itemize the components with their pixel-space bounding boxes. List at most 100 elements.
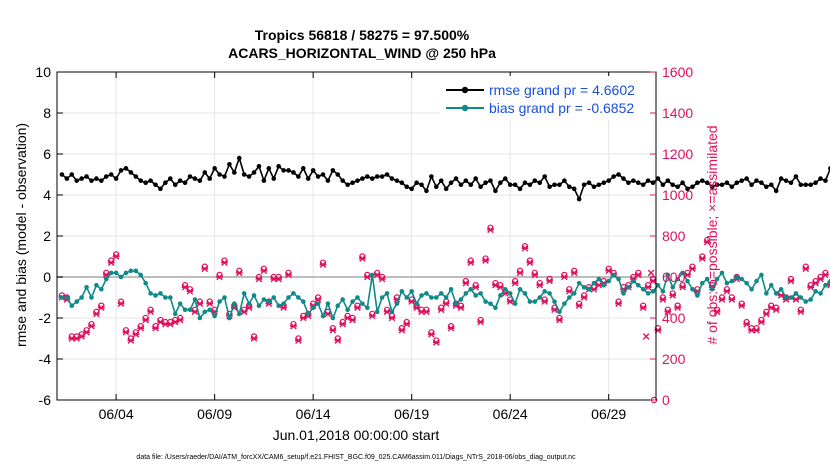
- rmse-point: [99, 178, 104, 183]
- obs-assimilated-point: [447, 324, 455, 332]
- rmse-point: [222, 174, 227, 179]
- y-axis-right: 0 200 400 600 800 1000 1200 1400 1600: [650, 64, 693, 408]
- obs-assimilated-point: [644, 283, 652, 291]
- rmse-point: [89, 178, 94, 183]
- obs-assimilated-point: [516, 269, 524, 277]
- rmse-point: [542, 174, 547, 179]
- obs-assimilated-point: [669, 292, 677, 299]
- rmse-point: [384, 172, 390, 177]
- obs-assimilated-point: [196, 300, 204, 307]
- obs-assimilated-point: [142, 316, 150, 324]
- rmse-point: [394, 178, 400, 183]
- rmse-point: [266, 166, 272, 171]
- bias-point: [305, 311, 311, 317]
- rmse-point: [685, 186, 690, 192]
- x-axis-label: Jun.01,2018 00:00:00 start: [273, 427, 440, 443]
- bias-point: [448, 287, 454, 292]
- bias-point: [650, 289, 656, 294]
- obs-assimilated-point: [152, 324, 159, 332]
- rmse-point: [547, 184, 552, 190]
- rmse-point: [256, 164, 262, 169]
- rmse-point: [409, 186, 414, 192]
- rmse-point: [365, 174, 370, 179]
- rmse-point: [591, 184, 597, 190]
- obs-assimilated-point: [797, 308, 805, 316]
- rmse-point: [567, 184, 572, 190]
- rmse-point: [103, 174, 109, 179]
- bias-point: [754, 278, 759, 284]
- bias-point: [714, 276, 720, 282]
- rmse-point: [783, 178, 789, 183]
- bias-point: [163, 295, 168, 300]
- obs-assimilated-point: [147, 308, 154, 316]
- bias-point: [153, 293, 158, 298]
- rmse-point: [631, 178, 636, 183]
- obs-assimilated-point: [122, 329, 130, 336]
- bias-point: [79, 295, 84, 300]
- rmse-point: [246, 174, 252, 179]
- bias-point: [596, 276, 602, 282]
- y-tick-label: 6: [43, 146, 51, 162]
- bias-point: [192, 297, 198, 302]
- rmse-point: [517, 186, 523, 192]
- rmse-point: [788, 180, 794, 185]
- legend-bias-marker: [461, 104, 469, 112]
- rmse-point: [148, 178, 153, 183]
- rmse-point: [207, 176, 213, 181]
- rmse-point: [227, 161, 232, 167]
- obs-assimilated-point: [575, 302, 583, 309]
- bias-point: [813, 289, 818, 294]
- rmse-point: [714, 182, 720, 188]
- bias-point: [453, 301, 459, 306]
- y-right-tick-label: 1400: [662, 105, 693, 121]
- obs-assimilated-point: [551, 306, 558, 314]
- rmse-point: [813, 180, 818, 185]
- rmse-point: [502, 176, 508, 181]
- rmse-point: [123, 166, 129, 171]
- obs-assimilated-point: [802, 265, 810, 273]
- bias-point: [182, 307, 188, 313]
- rmse-point: [483, 180, 488, 185]
- bias-point: [89, 295, 94, 300]
- bias-point: [300, 299, 306, 304]
- obs-assimilated-point: [295, 337, 302, 344]
- y-tick-label: -6: [39, 392, 52, 408]
- bias-point: [325, 301, 331, 306]
- bias-point: [419, 293, 424, 298]
- bias-point: [764, 291, 769, 296]
- obs-assimilated-point: [275, 275, 283, 283]
- obs-assimilated-point: [531, 271, 539, 279]
- bias-point: [818, 291, 823, 296]
- rmse-point: [793, 174, 799, 179]
- bias-point: [527, 299, 533, 304]
- bias-point: [365, 305, 370, 311]
- obs-assimilated-point: [634, 271, 642, 279]
- rmse-point: [374, 174, 380, 179]
- bias-point: [251, 293, 257, 298]
- bias-point: [537, 295, 543, 300]
- obs-assimilated-point: [556, 316, 563, 324]
- y-tick-label: -2: [39, 310, 52, 326]
- obs-assimilated-point: [442, 300, 450, 307]
- bias-point: [729, 278, 735, 284]
- bias-point: [507, 291, 513, 296]
- y-right-tick-label: 600: [662, 269, 686, 285]
- rmse-point: [473, 176, 479, 181]
- obs-assimilated-point: [206, 300, 214, 307]
- rmse-point: [552, 182, 557, 188]
- rmse-point: [429, 174, 434, 179]
- bias-point: [823, 282, 828, 288]
- rmse-point: [507, 182, 513, 188]
- rmse-point: [182, 180, 188, 185]
- bias-point: [458, 297, 464, 302]
- bias-point: [276, 303, 281, 309]
- y-right-tick-label: 1600: [662, 64, 693, 80]
- bias-point: [502, 287, 508, 292]
- obs-assimilated-point: [97, 304, 105, 312]
- bias-point: [246, 301, 252, 306]
- x-tick-label: 06/24: [493, 406, 528, 422]
- bias-point: [84, 284, 89, 290]
- rmse-point: [798, 182, 804, 188]
- bias-point: [463, 291, 469, 296]
- rmse-point: [773, 188, 779, 194]
